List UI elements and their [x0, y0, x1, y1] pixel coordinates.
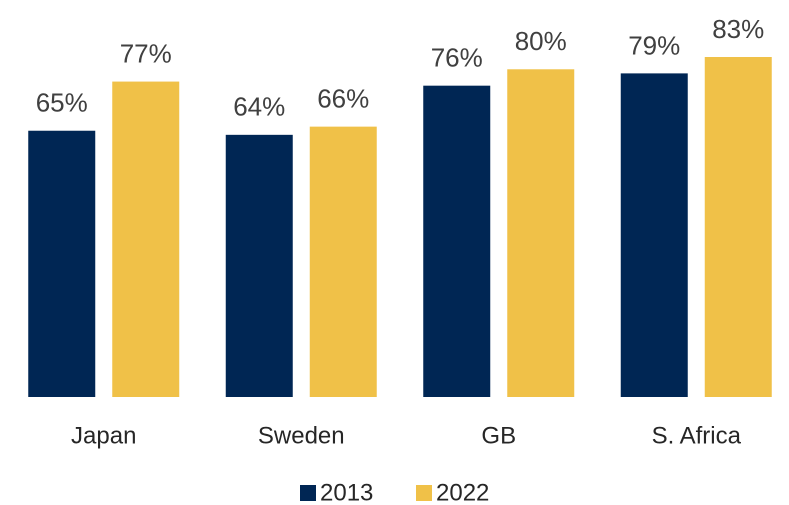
- x-tick-label: GB: [481, 422, 516, 449]
- legend-swatch: [300, 485, 316, 501]
- bar: [620, 73, 688, 397]
- bar: [704, 57, 772, 397]
- bar: [423, 85, 491, 398]
- data-label: 83%: [712, 14, 764, 44]
- data-label: 64%: [233, 92, 285, 122]
- legend-swatch: [416, 485, 432, 501]
- bar: [225, 134, 293, 397]
- data-label: 65%: [36, 88, 88, 118]
- data-label: 66%: [317, 84, 369, 114]
- legend-label: 2013: [320, 479, 373, 505]
- x-tick-label: S. Africa: [652, 422, 742, 449]
- bar: [309, 126, 377, 398]
- data-label: 76%: [431, 43, 483, 73]
- legend-label: 2022: [436, 479, 489, 505]
- x-tick-label: Sweden: [258, 422, 345, 449]
- bar: [112, 81, 180, 398]
- data-label: 79%: [628, 30, 680, 60]
- data-label: 77%: [120, 38, 172, 68]
- bar: [28, 130, 96, 398]
- data-label: 80%: [515, 26, 567, 56]
- x-tick-label: Japan: [71, 422, 136, 449]
- bar: [507, 69, 575, 397]
